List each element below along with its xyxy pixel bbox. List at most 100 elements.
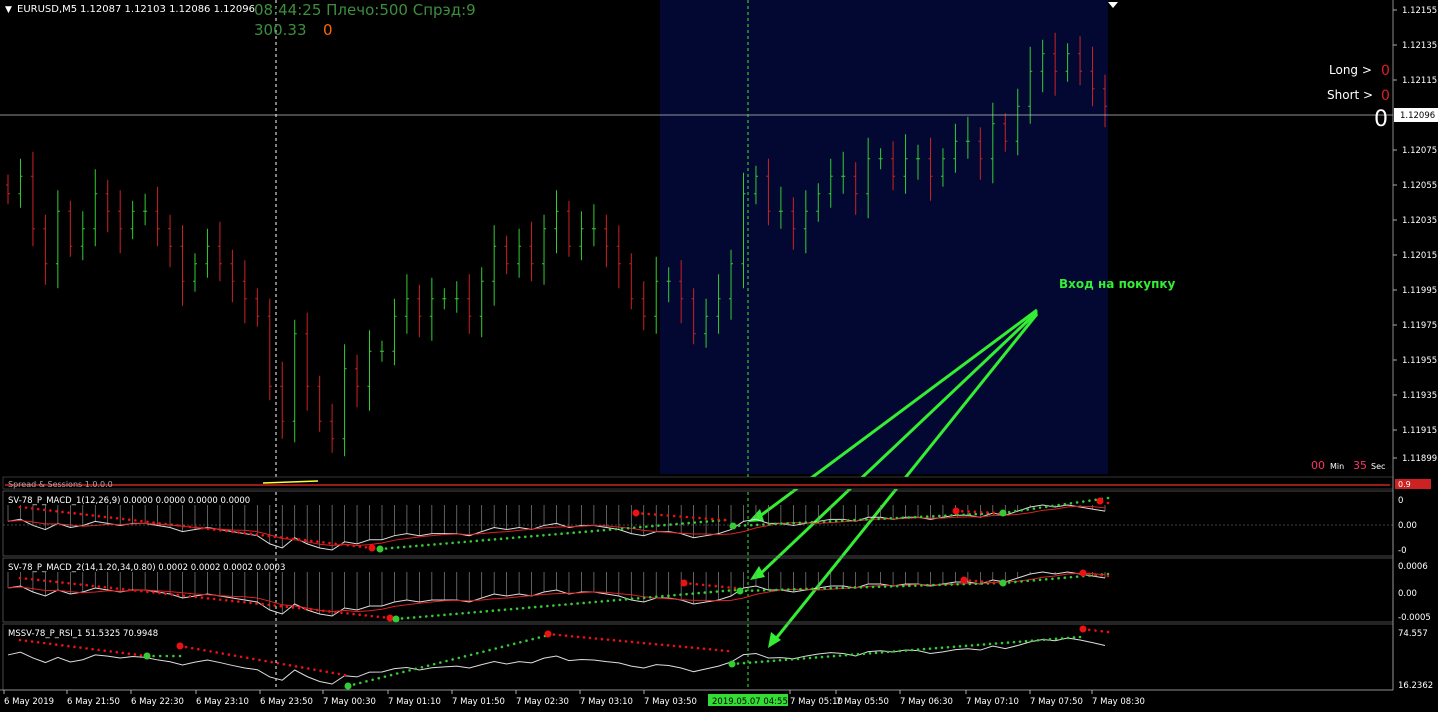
- signal-dot: [980, 582, 984, 585]
- signal-dot: [690, 646, 694, 649]
- signal-dot: [691, 516, 695, 519]
- signal-dot: [817, 587, 820, 590]
- signal-dot: [832, 654, 836, 658]
- signal-dot: [992, 581, 996, 584]
- signal-dot: [455, 612, 458, 616]
- signal-dot: [841, 586, 845, 590]
- signal-dot: [679, 593, 682, 596]
- signal-dot: [182, 524, 186, 528]
- signal-dot: [895, 584, 899, 588]
- macd2-panel[interactable]: SV-78_P_MACD_2(14,1.20,34,0.80) 0.0002 0…: [2, 557, 1394, 623]
- arrow-head-3: [768, 632, 781, 648]
- time-label: 7 May 03:50: [644, 697, 697, 707]
- signal-dot: [689, 582, 692, 585]
- signal-dot: [109, 516, 113, 519]
- clock-info: 08:44:25 Плечо:500 Спрэд:9: [254, 1, 476, 19]
- signal-dot: [974, 579, 978, 583]
- signal-dot: [24, 577, 28, 580]
- signal-dot: [618, 598, 622, 602]
- time-axis[interactable]: 6 May 2019 6 May 21:50 6 May 22:30 6 May 23…: [0, 689, 1393, 707]
- signal-dot: [237, 600, 240, 603]
- signal-dot: [509, 607, 513, 611]
- signal-marker: [1079, 569, 1087, 577]
- sessions-panel[interactable]: Spread & Sessions 1.0.0.0 0.9: [2, 476, 1431, 490]
- signal-dot: [720, 649, 724, 652]
- signal-dot: [657, 524, 660, 527]
- signal-marker: [143, 652, 151, 660]
- signal-dot: [170, 523, 174, 526]
- signal-dot: [624, 598, 628, 601]
- signal-dot: [109, 586, 113, 590]
- signal-dot: [24, 639, 28, 643]
- time-label: 6 May 22:30: [131, 697, 184, 707]
- symbol-dropdown-icon[interactable]: ▼: [5, 5, 12, 15]
- signal-dot: [1081, 500, 1085, 503]
- signal-marker: [632, 509, 640, 517]
- signal-dot: [408, 669, 411, 672]
- signal-dot: [133, 589, 137, 592]
- current-price-box: [1394, 108, 1438, 122]
- signal-dot: [473, 610, 476, 614]
- signal-dot: [594, 600, 598, 604]
- signal-dot: [596, 529, 600, 532]
- signal-dot: [602, 528, 606, 532]
- signal-dot: [515, 607, 519, 610]
- signal-dot: [636, 641, 640, 644]
- signal-dot: [322, 541, 325, 544]
- signal-dot: [600, 637, 604, 641]
- signal-dot: [334, 610, 337, 614]
- signal-dot: [537, 636, 541, 639]
- signal-dot: [279, 604, 283, 608]
- signal-dot: [810, 520, 814, 524]
- session-highlight: [660, 0, 1108, 474]
- symbol-label: EURUSD,M5: [17, 4, 77, 15]
- signal-dot: [666, 644, 670, 647]
- signal-dot: [960, 509, 964, 513]
- signal-dot: [964, 644, 968, 648]
- signal-dot: [962, 513, 965, 517]
- price-label: 1.11899: [1402, 454, 1437, 464]
- signal-dot: [584, 530, 588, 534]
- main-price-panel[interactable]: ▼ EURUSD,M5 1.12087 1.12103 1.12086 1.12…: [0, 0, 1393, 690]
- rsi-panel[interactable]: MSSV-78_P_RSI_1 51.5325 70.9948: [2, 623, 1394, 691]
- signal-dot: [1020, 580, 1023, 583]
- signal-dot: [437, 614, 440, 617]
- signal-dot: [661, 594, 664, 598]
- signal-dot: [243, 531, 246, 535]
- signal-dot: [146, 520, 149, 524]
- signal-dot: [654, 642, 658, 646]
- signal-dot: [433, 543, 436, 546]
- signal-dot: [115, 517, 119, 520]
- signal-dot: [146, 590, 149, 594]
- signal-dot: [904, 649, 908, 652]
- signal-dot: [54, 643, 58, 646]
- signal-dot: [415, 544, 418, 548]
- signal-dot: [115, 587, 119, 590]
- signal-dot: [669, 523, 672, 526]
- short-value: 0: [1381, 88, 1390, 104]
- signal-dot: [693, 521, 697, 524]
- signal-dot: [709, 590, 713, 594]
- signal-dot: [449, 613, 452, 616]
- signal-dot: [588, 636, 592, 640]
- signal-marker: [960, 576, 968, 584]
- signal-dot: [790, 658, 794, 661]
- signal-dot: [883, 517, 887, 520]
- rsi-label: MSSV-78_P_RSI_1 51.5325 70.9948: [8, 629, 158, 639]
- signal-dot: [67, 644, 70, 648]
- scroll-to-end-icon[interactable]: [1108, 2, 1118, 8]
- signal-dot: [846, 519, 850, 522]
- signal-dot: [792, 521, 795, 525]
- signal-dot: [898, 649, 902, 653]
- signal-dot: [18, 638, 22, 642]
- signal-dot: [982, 643, 986, 646]
- price-label: 1.12155: [1402, 6, 1437, 16]
- signal-marker: [368, 544, 376, 552]
- signal-dot: [714, 584, 718, 588]
- price-axis[interactable]: 1.12155 1.12135 1.12115 1.12075 1.12055 1.120…: [1108, 0, 1438, 691]
- macd1-panel[interactable]: SV-78_P_MACD_1(12,26,9) 0.0000 0.0000 0.…: [2, 490, 1394, 557]
- signal-dot: [115, 650, 119, 654]
- signal-dot: [285, 605, 289, 609]
- macd2-label: SV-78_P_MACD_2(14,1.20,34,0.80) 0.0002 0…: [8, 563, 285, 573]
